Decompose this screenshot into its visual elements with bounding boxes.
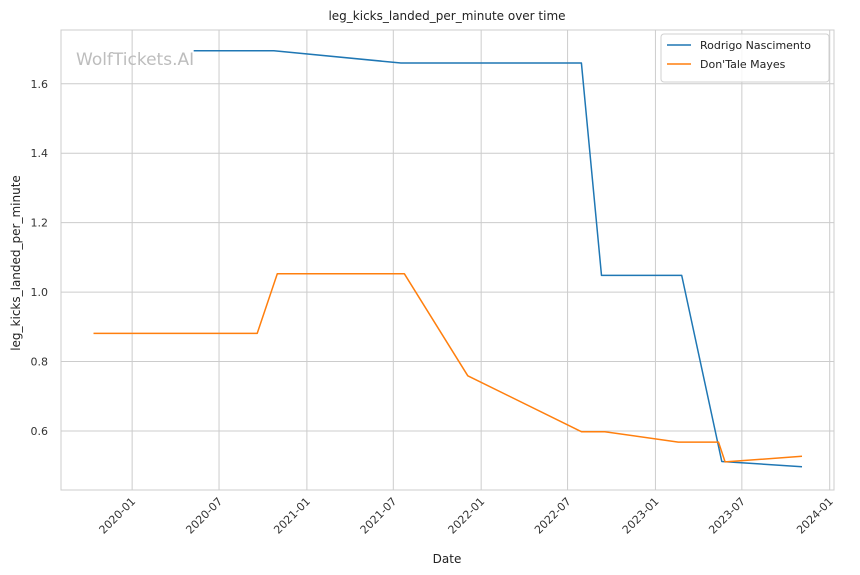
legend-box bbox=[660, 33, 830, 83]
watermark: WolfTickets.AI bbox=[76, 50, 194, 70]
legend-label: Rodrigo Nascimento bbox=[700, 39, 811, 52]
x-tick-label: 2024-01 bbox=[794, 495, 836, 537]
x-tick-label: 2021-01 bbox=[271, 495, 313, 537]
plot-area bbox=[61, 30, 834, 490]
y-tick-label: 0.8 bbox=[31, 356, 49, 369]
y-tick-label: 1.4 bbox=[31, 147, 49, 160]
y-tick-label: 0.6 bbox=[31, 425, 49, 438]
x-tick-label: 2020-07 bbox=[183, 495, 225, 537]
x-axis: 2020-01 2020-07 2021-01 2021-07 2022-01 2022-… bbox=[97, 495, 836, 537]
plot-border bbox=[60, 29, 835, 491]
series-line-0 bbox=[193, 50, 803, 468]
y-axis: 0.6 0.8 1.0 1.2 1.4 1.6 bbox=[31, 78, 49, 438]
x-tick-label: 2021-07 bbox=[358, 495, 400, 537]
x-axis-label: Date bbox=[433, 552, 462, 566]
y-tick-label: 1.0 bbox=[31, 286, 49, 299]
x-tick-label: 2022-01 bbox=[446, 495, 488, 537]
plot-frame bbox=[60, 29, 835, 491]
legend-label: Don'Tale Mayes bbox=[700, 58, 786, 71]
series-line-1 bbox=[93, 272, 803, 463]
y-tick-label: 1.2 bbox=[31, 217, 49, 230]
x-tick-label: 2023-01 bbox=[620, 495, 662, 537]
y-tick-label: 1.6 bbox=[31, 78, 49, 91]
y-axis-label: leg_kicks_landed_per_minute bbox=[9, 175, 23, 351]
grid bbox=[61, 30, 834, 490]
legend: Rodrigo Nascimento Don'Tale Mayes bbox=[660, 33, 830, 83]
chart-title: leg_kicks_landed_per_minute over time bbox=[328, 9, 565, 23]
x-tick-label: 2020-01 bbox=[97, 495, 139, 537]
series-layer bbox=[93, 50, 803, 468]
x-tick-label: 2023-07 bbox=[706, 495, 748, 537]
x-tick-label: 2022-07 bbox=[532, 495, 574, 537]
